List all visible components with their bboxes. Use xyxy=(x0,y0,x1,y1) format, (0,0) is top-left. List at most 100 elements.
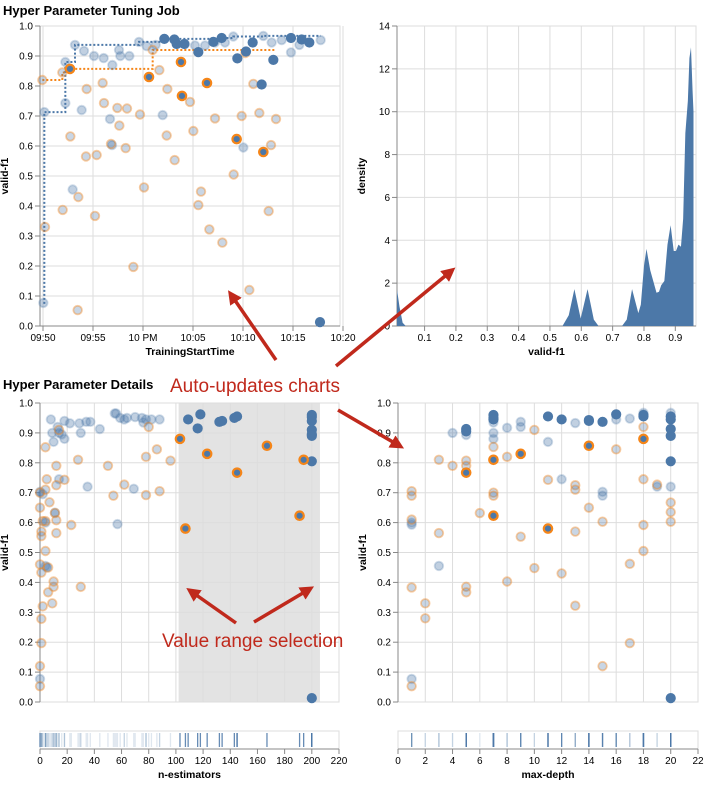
data-point[interactable] xyxy=(228,169,239,180)
selected-data-point[interactable] xyxy=(638,433,649,445)
data-point[interactable] xyxy=(76,104,87,116)
data-point[interactable] xyxy=(597,486,608,498)
data-point[interactable] xyxy=(119,414,130,425)
data-point[interactable] xyxy=(154,64,165,76)
selected-data-point[interactable] xyxy=(665,693,676,704)
selected-data-point[interactable] xyxy=(256,79,267,90)
data-point[interactable] xyxy=(40,484,51,495)
data-point[interactable] xyxy=(188,125,199,137)
data-point[interactable] xyxy=(89,210,101,222)
selected-data-point[interactable] xyxy=(488,414,499,425)
data-point[interactable] xyxy=(501,451,513,463)
data-point[interactable] xyxy=(529,562,540,574)
data-point[interactable] xyxy=(112,102,123,114)
data-point[interactable] xyxy=(665,481,676,492)
data-point[interactable] xyxy=(150,39,161,51)
data-point[interactable] xyxy=(34,660,46,672)
selected-data-point[interactable] xyxy=(306,430,317,441)
data-point[interactable] xyxy=(51,527,62,539)
data-point[interactable] xyxy=(161,130,172,141)
data-point[interactable] xyxy=(147,44,158,56)
data-point[interactable] xyxy=(88,50,100,62)
data-point[interactable] xyxy=(165,455,176,466)
selected-data-point[interactable] xyxy=(208,36,219,48)
data-point[interactable] xyxy=(81,83,92,95)
selected-data-point[interactable] xyxy=(195,409,206,420)
selected-data-point[interactable] xyxy=(542,523,554,534)
data-point[interactable] xyxy=(91,149,102,161)
data-point[interactable] xyxy=(40,442,51,453)
data-point[interactable] xyxy=(146,414,157,425)
data-point[interactable] xyxy=(529,424,540,436)
selected-data-point[interactable] xyxy=(306,693,317,704)
selected-data-point[interactable] xyxy=(268,54,279,66)
data-point[interactable] xyxy=(34,680,46,692)
data-point[interactable] xyxy=(515,421,526,433)
data-point[interactable] xyxy=(501,576,513,587)
data-point[interactable] xyxy=(114,120,125,131)
data-point[interactable] xyxy=(49,507,61,519)
selected-data-point[interactable] xyxy=(193,47,204,58)
data-point[interactable] xyxy=(143,421,154,433)
data-point[interactable] xyxy=(651,479,663,490)
data-point[interactable] xyxy=(67,184,78,195)
data-point[interactable] xyxy=(36,637,47,649)
data-point[interactable] xyxy=(128,483,139,495)
data-point[interactable] xyxy=(433,560,445,572)
data-point[interactable] xyxy=(169,154,180,166)
data-point[interactable] xyxy=(474,507,486,519)
data-point[interactable] xyxy=(597,660,608,672)
data-point[interactable] xyxy=(52,421,63,433)
data-point[interactable] xyxy=(570,417,581,429)
selected-data-point[interactable] xyxy=(231,133,242,145)
data-point[interactable] xyxy=(285,47,297,58)
selected-data-point[interactable] xyxy=(515,448,527,460)
data-point[interactable] xyxy=(121,103,133,114)
data-point[interactable] xyxy=(38,297,49,309)
data-point[interactable] xyxy=(115,50,126,62)
data-point[interactable] xyxy=(56,429,67,440)
data-point[interactable] xyxy=(570,484,581,495)
data-point[interactable] xyxy=(406,519,417,530)
data-point[interactable] xyxy=(124,50,135,62)
data-point[interactable] xyxy=(597,490,608,501)
data-point[interactable] xyxy=(136,412,148,424)
selected-data-point[interactable] xyxy=(232,53,243,64)
data-point[interactable] xyxy=(638,545,649,557)
data-point[interactable] xyxy=(583,502,595,513)
data-point[interactable] xyxy=(57,204,68,216)
data-point[interactable] xyxy=(406,517,417,528)
data-point[interactable] xyxy=(44,497,55,508)
data-point[interactable] xyxy=(128,261,139,273)
data-point[interactable] xyxy=(105,138,117,150)
data-point[interactable] xyxy=(265,139,277,151)
data-point[interactable] xyxy=(254,107,265,119)
selected-data-point[interactable] xyxy=(216,32,227,44)
data-point[interactable] xyxy=(72,304,83,316)
selected-data-point[interactable] xyxy=(611,409,622,420)
selected-data-point[interactable] xyxy=(231,411,243,422)
selected-data-point[interactable] xyxy=(583,414,595,426)
selected-data-point[interactable] xyxy=(64,63,76,75)
training-time-scatter-chart[interactable]: 0.0 0.1 0.2 0.3 0.4 0.5 0.6 0.7 0.8 0.9 1.0 09:50 09… xyxy=(0,22,356,359)
data-point[interactable] xyxy=(59,415,70,427)
data-point[interactable] xyxy=(542,474,554,486)
data-point[interactable] xyxy=(36,567,47,578)
data-point[interactable] xyxy=(624,558,636,570)
data-point[interactable] xyxy=(263,205,274,217)
selected-data-point[interactable] xyxy=(174,433,186,445)
data-point[interactable] xyxy=(515,531,526,542)
data-point[interactable] xyxy=(78,45,90,57)
data-point[interactable] xyxy=(154,486,165,497)
data-point[interactable] xyxy=(157,109,168,121)
selected-data-point[interactable] xyxy=(665,414,676,425)
selected-data-point[interactable] xyxy=(488,454,499,466)
selected-data-point[interactable] xyxy=(201,77,213,89)
selected-data-point[interactable] xyxy=(180,523,191,534)
data-point[interactable] xyxy=(140,414,152,425)
data-point[interactable] xyxy=(433,527,445,539)
selected-data-point[interactable] xyxy=(665,430,676,441)
selected-data-point[interactable] xyxy=(556,414,567,425)
data-point[interactable] xyxy=(217,237,228,248)
data-point[interactable] xyxy=(53,424,65,436)
